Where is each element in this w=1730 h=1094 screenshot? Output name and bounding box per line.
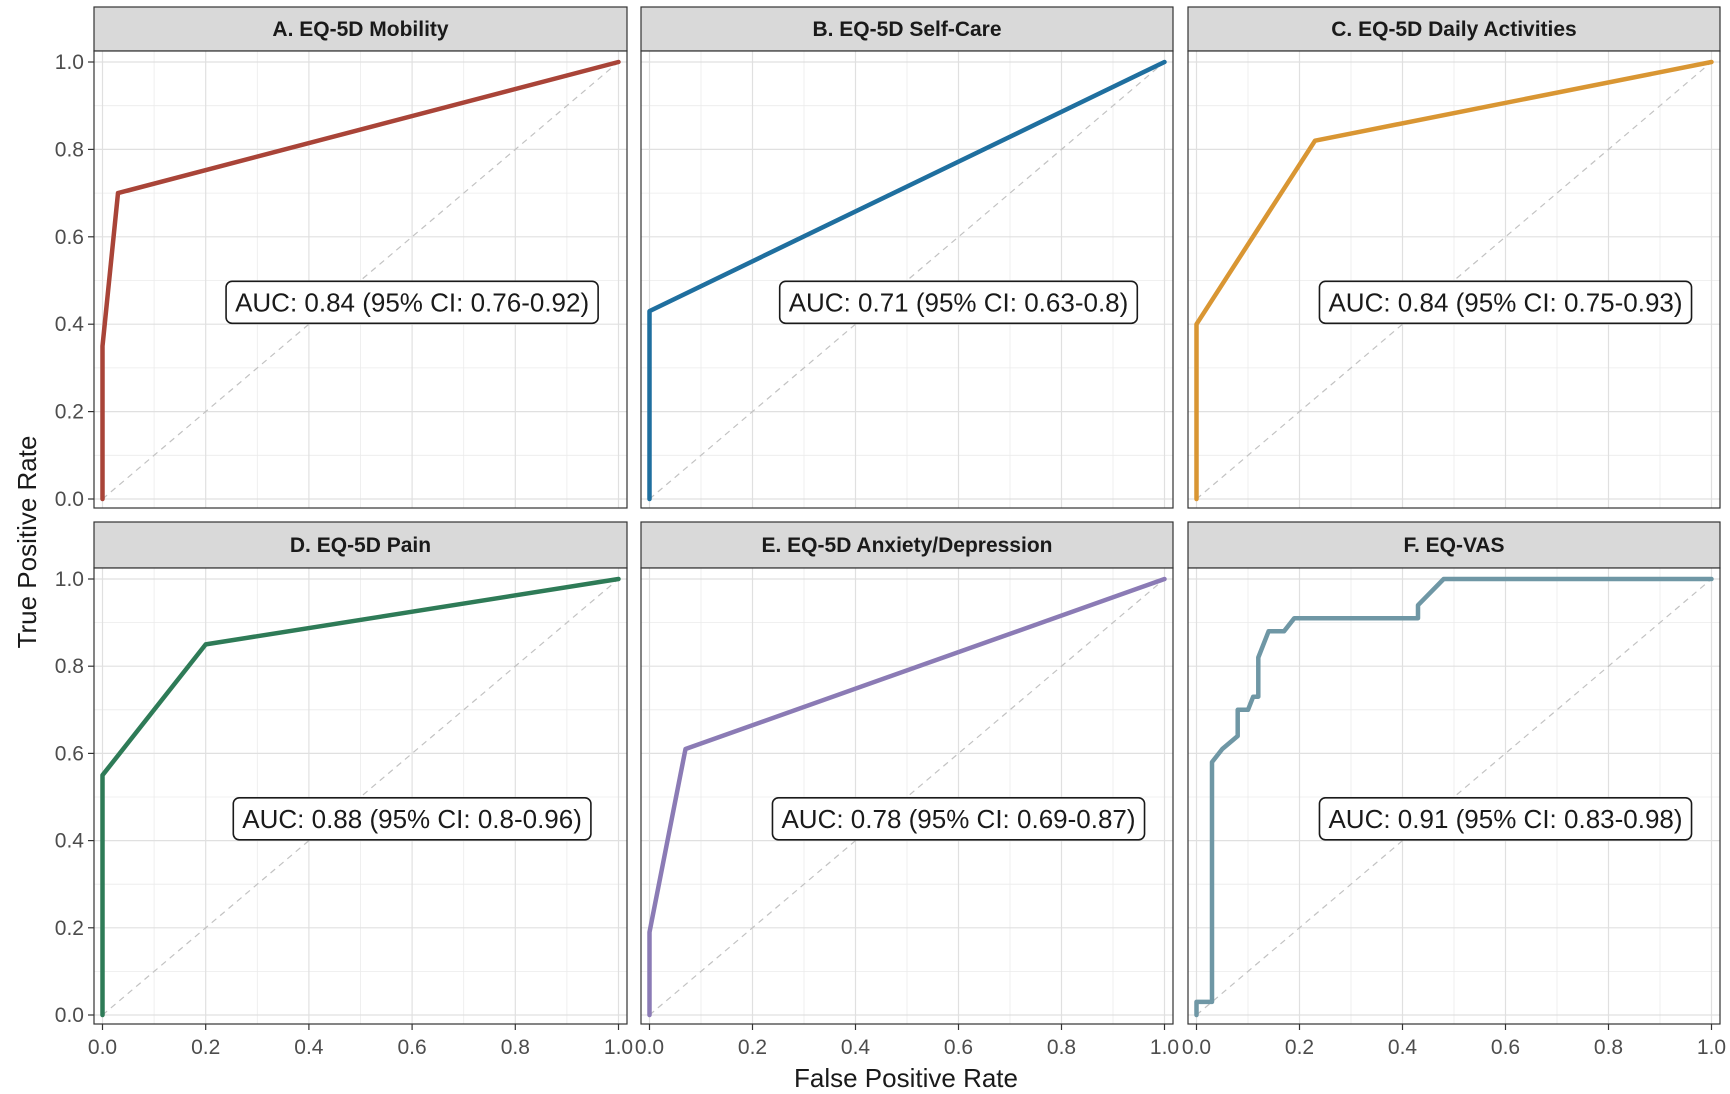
y-tick-label: 1.0 — [55, 51, 84, 74]
x-tick-label: 0.8 — [501, 1036, 530, 1059]
panel-title: D. EQ-5D Pain — [290, 534, 431, 557]
y-tick-label: 0.2 — [55, 401, 84, 424]
auc-label-text: AUC: 0.88 (95% CI: 0.8-0.96) — [242, 804, 582, 834]
x-axis-group: 0.0 0.2 0.4 0.6 0.8 1.0 0.0 0.2 0.4 0.6 0.8 1.0 0.0 0… — [88, 1024, 1726, 1059]
x-tick-label: 0.8 — [1047, 1036, 1076, 1059]
y-tick-label: 0.0 — [55, 488, 84, 511]
panel-title: A. EQ-5D Mobility — [272, 18, 448, 41]
x-tick-label: 0.4 — [1388, 1036, 1418, 1059]
x-tick-label: 0.6 — [1491, 1036, 1520, 1059]
y-tick-label: 1.0 — [55, 568, 84, 591]
x-axis-title: False Positive Rate — [794, 1063, 1018, 1093]
y-tick-label: 0.6 — [55, 226, 84, 249]
y-axis-title: True Positive Rate — [12, 436, 42, 649]
panel-1: A. EQ-5D Mobility AUC: 0.84 (95% CI: 0.76… — [94, 7, 627, 508]
x-tick-label: 1.0 — [604, 1036, 633, 1059]
y-tick-label: 0.8 — [55, 138, 84, 161]
y-tick-label: 0.4 — [55, 313, 85, 336]
panel-title: F. EQ-VAS — [1403, 534, 1504, 557]
y-tick-label: 0.6 — [55, 742, 84, 765]
panel-2: B. EQ-5D Self-Care AUC: 0.71 (95% CI: 0.6… — [641, 7, 1173, 508]
x-tick-label: 0.0 — [1182, 1036, 1211, 1059]
panel-3: C. EQ-5D Daily Activities AUC: 0.84 (95% … — [1188, 7, 1720, 508]
x-tick-label: 0.2 — [738, 1036, 767, 1059]
auc-label: AUC: 0.91 (95% CI: 0.83-0.98) — [1319, 798, 1691, 840]
auc-label-text: AUC: 0.78 (95% CI: 0.69-0.87) — [781, 804, 1135, 834]
x-tick-label: 0.4 — [294, 1036, 324, 1059]
auc-label-text: AUC: 0.84 (95% CI: 0.75-0.93) — [1328, 287, 1682, 317]
y-tick-label: 0.4 — [55, 830, 85, 853]
x-tick-label: 1.0 — [1150, 1036, 1179, 1059]
x-tick-label: 0.6 — [944, 1036, 973, 1059]
auc-label-text: AUC: 0.84 (95% CI: 0.76-0.92) — [235, 287, 589, 317]
y-tick-label: 0.2 — [55, 917, 84, 940]
x-tick-label: 0.4 — [841, 1036, 871, 1059]
panel-title: E. EQ-5D Anxiety/Depression — [762, 534, 1053, 557]
auc-label: AUC: 0.71 (95% CI: 0.63-0.8) — [780, 281, 1138, 323]
panel-4: D. EQ-5D Pain AUC: 0.88 (95% CI: 0.8-0.96… — [94, 522, 627, 1024]
panel-title: B. EQ-5D Self-Care — [812, 18, 1001, 41]
y-tick-label: 0.0 — [55, 1004, 84, 1027]
panel-6: F. EQ-VAS AUC: 0.91 (95% CI: 0.83-0.98) — [1188, 522, 1720, 1024]
auc-label: AUC: 0.88 (95% CI: 0.8-0.96) — [233, 798, 591, 840]
auc-label-text: AUC: 0.71 (95% CI: 0.63-0.8) — [789, 287, 1129, 317]
auc-label-text: AUC: 0.91 (95% CI: 0.83-0.98) — [1328, 804, 1682, 834]
x-tick-label: 0.0 — [635, 1036, 664, 1059]
panels-group: A. EQ-5D Mobility AUC: 0.84 (95% CI: 0.76… — [94, 7, 1720, 1024]
x-tick-label: 0.2 — [191, 1036, 220, 1059]
auc-label: AUC: 0.84 (95% CI: 0.76-0.92) — [226, 281, 598, 323]
auc-label: AUC: 0.78 (95% CI: 0.69-0.87) — [772, 798, 1144, 840]
x-tick-label: 0.0 — [88, 1036, 117, 1059]
x-tick-label: 0.8 — [1594, 1036, 1623, 1059]
panel-5: E. EQ-5D Anxiety/Depression AUC: 0.78 (95… — [641, 522, 1173, 1024]
x-tick-label: 0.6 — [397, 1036, 426, 1059]
x-tick-label: 1.0 — [1697, 1036, 1726, 1059]
panel-title: C. EQ-5D Daily Activities — [1331, 18, 1576, 41]
y-axis-group: 0.0 0.2 0.4 0.6 0.8 1.0 0.0 0.2 0.4 0.6 0.8 1.0 — [55, 51, 94, 1027]
y-tick-label: 0.8 — [55, 655, 84, 678]
auc-label: AUC: 0.84 (95% CI: 0.75-0.93) — [1319, 281, 1691, 323]
x-tick-label: 0.2 — [1285, 1036, 1314, 1059]
